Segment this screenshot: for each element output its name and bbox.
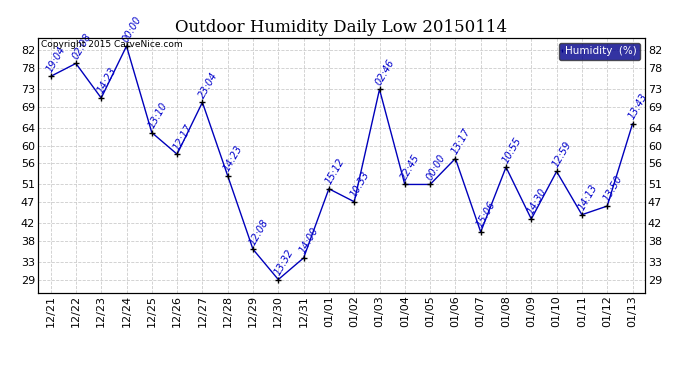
Text: 13:10: 13:10	[146, 100, 169, 130]
Text: 12:59: 12:59	[551, 140, 574, 169]
Text: 13:17: 13:17	[450, 126, 473, 156]
Text: 15:12: 15:12	[324, 157, 346, 186]
Text: 13:32: 13:32	[273, 248, 295, 277]
Text: 23:04: 23:04	[197, 70, 219, 100]
Text: 13:43: 13:43	[627, 92, 650, 122]
Title: Outdoor Humidity Daily Low 20150114: Outdoor Humidity Daily Low 20150114	[175, 19, 508, 36]
Text: 14:23: 14:23	[222, 144, 245, 173]
Text: 22:45: 22:45	[400, 152, 422, 182]
Text: 14:13: 14:13	[576, 183, 599, 212]
Text: 12:17: 12:17	[172, 122, 195, 152]
Text: 14:30: 14:30	[526, 187, 549, 216]
Text: Copyright 2015 CarveNice.com: Copyright 2015 CarveNice.com	[41, 40, 183, 49]
Legend: Humidity  (%): Humidity (%)	[559, 43, 640, 60]
Text: 19:04: 19:04	[45, 44, 68, 74]
Text: 00:00: 00:00	[121, 14, 144, 44]
Text: 02:46: 02:46	[374, 57, 397, 87]
Text: 13:50: 13:50	[602, 174, 624, 204]
Text: 14:00: 14:00	[298, 226, 321, 255]
Text: 10:33: 10:33	[348, 170, 371, 199]
Text: 15:06: 15:06	[475, 200, 498, 230]
Text: 12:08: 12:08	[248, 217, 270, 247]
Text: 02:08: 02:08	[70, 32, 93, 61]
Text: 14:23: 14:23	[96, 66, 119, 95]
Text: 10:55: 10:55	[500, 135, 523, 165]
Text: 00:00: 00:00	[424, 152, 447, 182]
